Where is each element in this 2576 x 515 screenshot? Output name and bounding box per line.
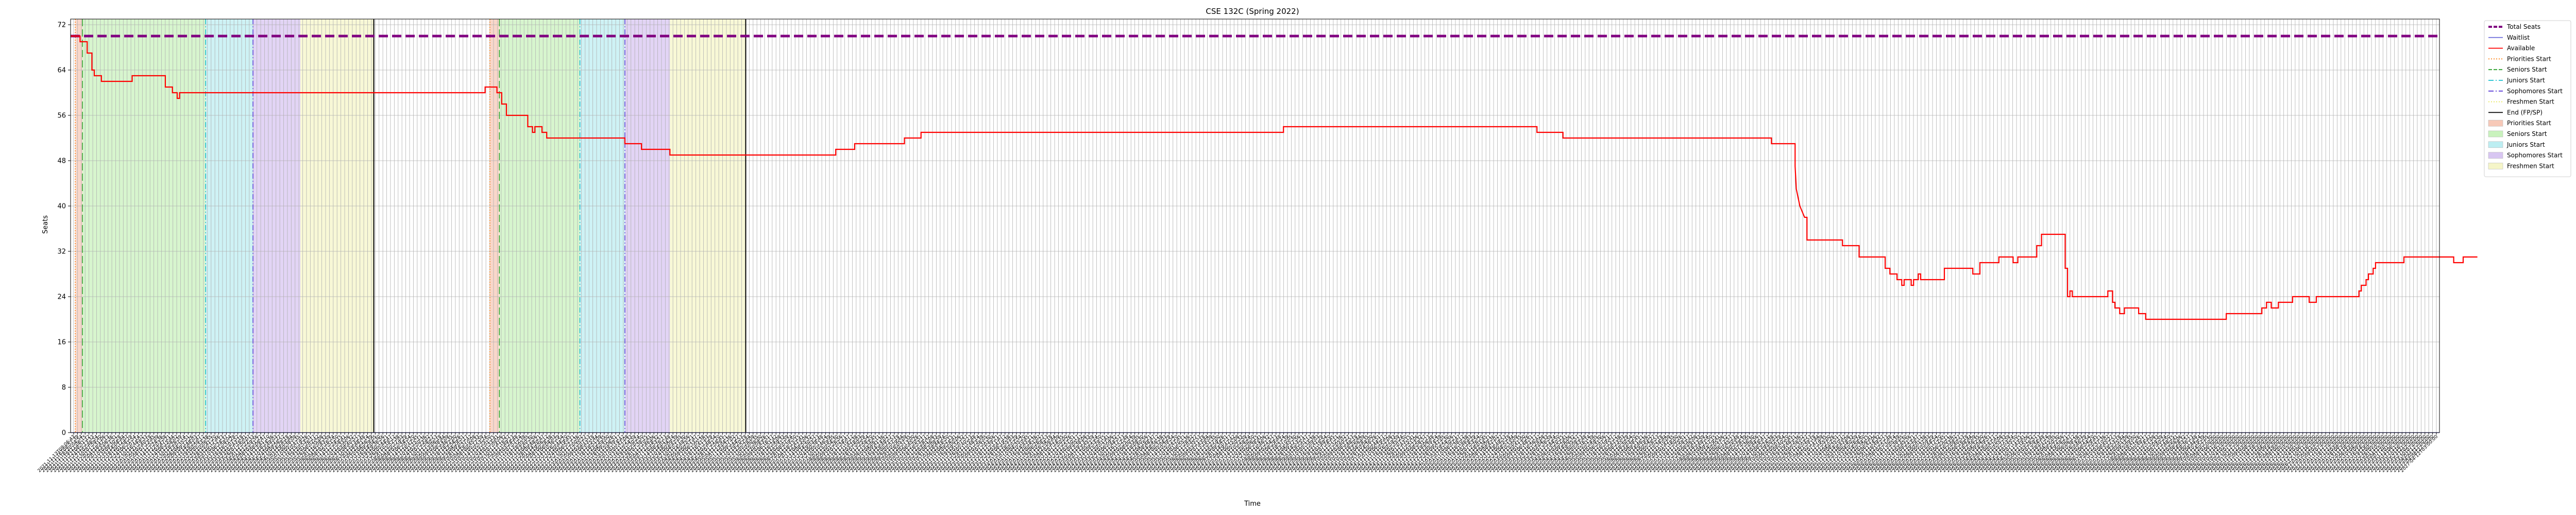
y-tick-label: 16	[57, 339, 66, 347]
region-priorities-1	[75, 19, 82, 433]
legend-swatch-patch	[2488, 130, 2503, 138]
legend-item: Sophomores Start	[2488, 152, 2563, 159]
legend-label: Juniors Start	[2506, 141, 2545, 148]
legend-label: Priorities Start	[2507, 119, 2551, 127]
legend-label: Sophomores Start	[2507, 88, 2563, 95]
legend-swatch-patch	[2488, 141, 2503, 148]
axes: 0816243240485664722021-11-13T09:06:43202…	[37, 19, 2440, 474]
legend-label: Seniors Start	[2507, 130, 2547, 138]
legend-label: Juniors Start	[2506, 77, 2545, 84]
y-tick-label: 24	[57, 294, 66, 301]
y-axis-label: Seats	[42, 215, 49, 234]
series-available	[71, 35, 2478, 320]
plot-frame	[70, 19, 2440, 433]
legend-item: Freshmen Start	[2488, 162, 2554, 169]
y-tick-label: 48	[57, 158, 66, 165]
region-priorities-2	[489, 19, 500, 433]
y-tick-label: 56	[57, 112, 66, 120]
region-juniors-2	[580, 19, 625, 433]
y-tick-label: 8	[62, 384, 66, 392]
y-tick-label: 72	[57, 22, 66, 29]
legend-label: Available	[2507, 45, 2535, 52]
legend-item: Seniors Start	[2488, 130, 2547, 138]
legend-label: Priorities Start	[2507, 55, 2551, 62]
region-seniors-2	[499, 19, 580, 433]
region-freshmen-2	[670, 19, 746, 433]
legend-label: Sophomores Start	[2507, 152, 2563, 159]
legend-swatch-patch	[2488, 163, 2503, 169]
enrollment-period-markers	[75, 19, 747, 433]
legend-label: Seniors Start	[2507, 66, 2547, 73]
y-tick-label: 0	[62, 430, 66, 437]
legend-label: End (FP/SP)	[2507, 109, 2543, 116]
legend-label: Freshmen Start	[2507, 98, 2554, 106]
region-juniors-1	[206, 19, 253, 433]
legend: Total Seats Waitlist Available Priorities S…	[2484, 20, 2571, 177]
region-sophomores-2	[624, 19, 670, 433]
legend-swatch-patch	[2488, 119, 2503, 127]
legend-label: Freshmen Start	[2507, 162, 2554, 169]
legend-swatch-patch	[2488, 152, 2503, 159]
grid-lines	[71, 19, 2439, 433]
legend-label: Waitlist	[2507, 34, 2530, 41]
chart-title: CSE 132C (Spring 2022)	[1206, 7, 1299, 16]
legend-item: Juniors Start	[2488, 141, 2545, 148]
region-seniors-1	[82, 19, 206, 433]
y-tick-label: 32	[57, 248, 66, 256]
x-axis-label: Time	[1244, 500, 1261, 508]
y-tick-label: 40	[57, 203, 66, 211]
region-sophomores-1	[253, 19, 301, 433]
legend-label: Total Seats	[2506, 23, 2540, 30]
y-tick-label: 64	[57, 67, 66, 75]
legend-item: Priorities Start	[2488, 119, 2551, 127]
